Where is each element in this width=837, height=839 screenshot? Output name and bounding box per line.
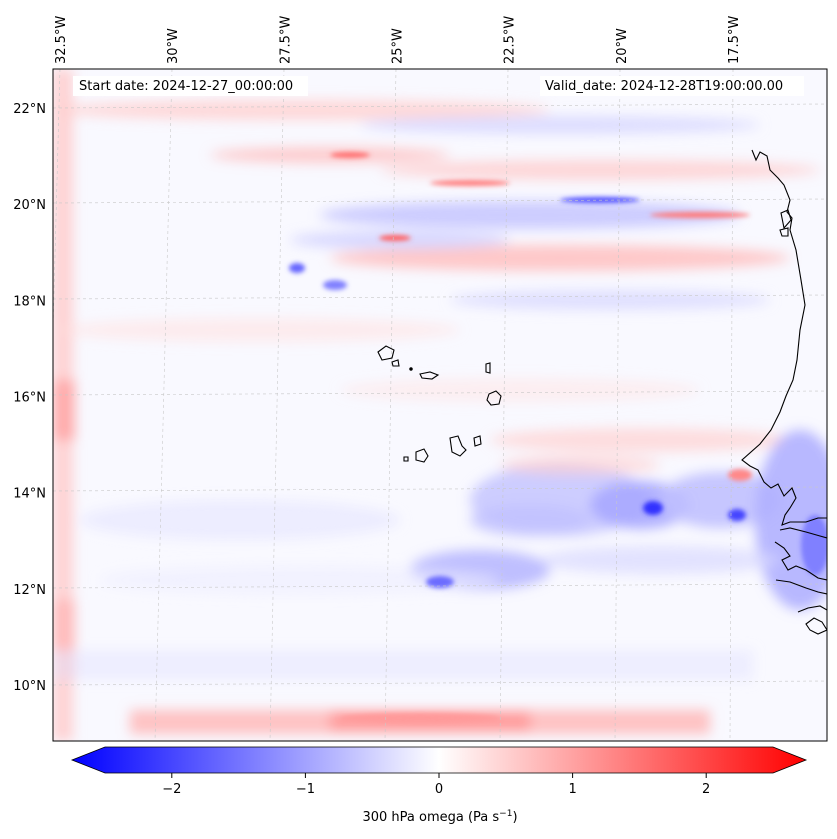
lon-label-2: 27.5°W — [278, 16, 293, 64]
colorbar-tick-label-4: 2 — [702, 782, 710, 797]
colorbar-title: 300 hPa omega (Pa s−1) — [362, 809, 517, 825]
map-background — [53, 69, 827, 741]
valid-date-box — [540, 76, 804, 96]
lat-label-0: 22°N — [13, 102, 46, 117]
colorbar-ticks: −2 −1 0 1 2 — [162, 773, 710, 797]
lat-label-5: 12°N — [13, 583, 46, 598]
coastlines — [741, 149, 827, 635]
lat-label-4: 14°N — [13, 487, 46, 502]
graticule — [53, 69, 827, 741]
colorbar-body — [70, 746, 808, 774]
colorbar-tick-label-1: −1 — [296, 782, 315, 797]
lat-label-6: 10°N — [13, 679, 46, 694]
lon-label-3: 25°W — [391, 28, 406, 64]
colorbar-tick-label-0: −2 — [162, 782, 181, 797]
colorbar-tick-label-3: 1 — [568, 782, 576, 797]
colorbar: −2 −1 0 1 2 300 hPa omega (Pa s−1) — [70, 746, 808, 825]
lon-label-6: 17.5°W — [727, 16, 742, 64]
start-date-box — [73, 76, 308, 96]
map-panel: Start date: 2024-12-27_00:00:00 Valid_da… — [52, 68, 828, 742]
lat-label-3: 16°N — [13, 391, 46, 406]
lon-label-5: 20°W — [615, 28, 630, 64]
start-date-label: Start date: 2024-12-27_00:00:00 — [79, 79, 293, 94]
valid-date-label: Valid_date: 2024-12-28T19:00:00.00 — [545, 79, 783, 94]
lat-label-1: 20°N — [13, 198, 46, 213]
lon-label-0: 32.5°W — [54, 16, 69, 64]
colorbar-tick-label-2: 0 — [435, 782, 443, 797]
map-frame — [52, 68, 828, 742]
lon-label-4: 22.5°W — [503, 16, 518, 64]
africa-coastline — [741, 149, 827, 526]
longitude-labels: 32.5°W 30°W 27.5°W 25°W 22.5°W 20°W 17.5°W — [54, 16, 742, 64]
latitude-labels: 22°N 20°N 18°N 16°N 14°N 12°N 10°N — [13, 102, 46, 694]
lon-label-1: 30°W — [166, 28, 181, 64]
lat-label-2: 18°N — [13, 294, 46, 309]
omega-field — [53, 69, 827, 741]
cape-verde-islands — [377, 345, 502, 463]
